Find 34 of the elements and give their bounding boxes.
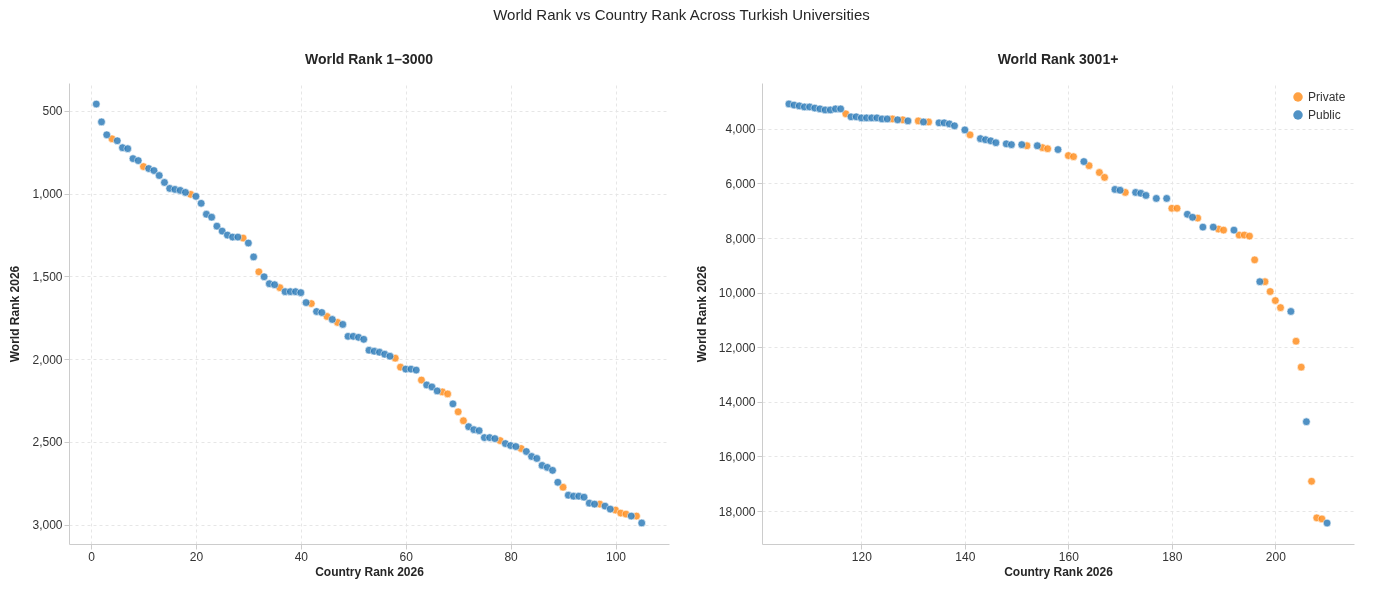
text: World Rank vs Country Rank Across Turkish Universities bbox=[493, 6, 870, 23]
y-tick-label: 2,500 bbox=[32, 435, 63, 450]
x-axis-title: Country Rank 2026 bbox=[1004, 564, 1114, 579]
y-tick-label: 6,000 bbox=[725, 176, 756, 191]
chart-title: World Rank 1–3000 bbox=[304, 51, 434, 67]
x-tick-label: 80 bbox=[504, 549, 519, 564]
y-tick-label: 14,000 bbox=[718, 395, 756, 410]
y-tick-label: 3,000 bbox=[32, 518, 63, 533]
x-tick-label: 60 bbox=[399, 549, 414, 564]
y-tick-label: 8,000 bbox=[725, 231, 756, 246]
y-tick-label: 1,500 bbox=[32, 269, 63, 284]
x-tick-label: 20 bbox=[189, 549, 204, 564]
legend-label: Private bbox=[1308, 90, 1346, 104]
y-axis-title: World Rank 2026 bbox=[694, 265, 709, 363]
y-tick-label: 12,000 bbox=[718, 340, 756, 355]
x-tick-label: 200 bbox=[1265, 549, 1287, 564]
x-axis-title: Country Rank 2026 bbox=[315, 564, 425, 579]
y-tick-label: 2,000 bbox=[32, 352, 63, 367]
y-tick-label: 4,000 bbox=[725, 122, 756, 137]
y-tick-label: 16,000 bbox=[718, 449, 756, 464]
x-tick-label: 0 bbox=[88, 549, 96, 564]
y-tick-label: 10,000 bbox=[718, 286, 756, 301]
chart-title: World Rank 3001+ bbox=[997, 51, 1119, 67]
x-tick-label: 180 bbox=[1162, 549, 1183, 564]
y-tick-label: 500 bbox=[42, 104, 63, 119]
y-axis-title: World Rank 2026 bbox=[8, 265, 23, 363]
y-tick-label: 1,000 bbox=[32, 187, 63, 202]
x-tick-label: 100 bbox=[605, 549, 627, 564]
x-tick-label: 160 bbox=[1058, 549, 1080, 564]
x-tick-label: 140 bbox=[955, 549, 976, 564]
x-tick-label: 40 bbox=[294, 549, 309, 564]
x-tick-label: 120 bbox=[851, 549, 873, 564]
y-tick-label: 18,000 bbox=[718, 504, 756, 519]
legend-label: Public bbox=[1308, 108, 1341, 122]
